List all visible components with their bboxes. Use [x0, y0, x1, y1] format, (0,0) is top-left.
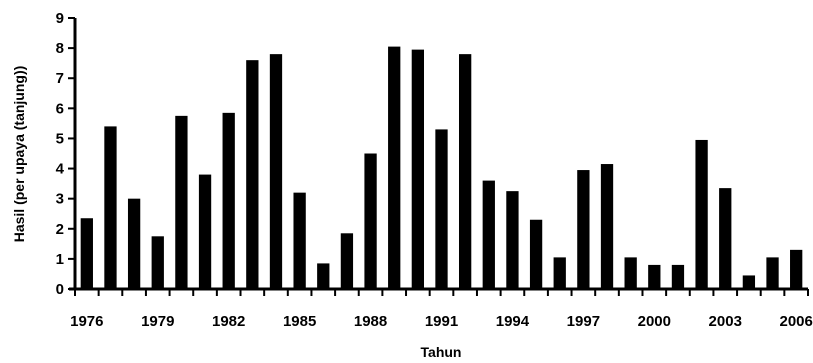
- x-tick-label: 2006: [779, 313, 812, 330]
- bar-2002: [695, 139, 708, 289]
- y-tick-label: 7: [56, 70, 64, 87]
- x-tick-label: 1979: [141, 313, 174, 330]
- y-axis: 0 1 2 3 4 5 6 7 8 9: [56, 10, 77, 298]
- bar-1995: [529, 219, 543, 289]
- bar-1999: [624, 257, 637, 289]
- bar-1996: [553, 257, 566, 289]
- bar-1984: [269, 54, 283, 290]
- bar-1977: [104, 126, 117, 290]
- bars: [80, 46, 803, 290]
- x-tick-label: 1982: [212, 313, 245, 330]
- bar-1986: [317, 263, 330, 289]
- bar-1976: [80, 218, 93, 289]
- y-tick-label: 8: [56, 40, 64, 57]
- x-tick-label: 1976: [70, 313, 103, 330]
- y-axis-title: Hasil (per upaya (tanjung)): [11, 66, 27, 243]
- bar-2004: [742, 275, 756, 289]
- bar-1988: [364, 153, 377, 289]
- bar-1998: [600, 164, 614, 289]
- x-axis-title: Tahun: [421, 344, 462, 360]
- x-tick-label: 1997: [567, 313, 600, 330]
- bar-1982: [222, 112, 235, 289]
- bar-1997: [577, 170, 590, 289]
- bar-1992: [458, 54, 472, 290]
- bar-1990: [411, 49, 425, 289]
- x-tick-label: 1988: [354, 313, 387, 330]
- bar-2006: [790, 249, 803, 289]
- bar-1994: [506, 191, 519, 289]
- y-tick-label: 2: [56, 221, 64, 238]
- bar-1985: [293, 192, 306, 289]
- x-tick-label: 1985: [283, 313, 316, 330]
- x-tick-label: 1994: [496, 313, 530, 330]
- bar-2003: [719, 188, 732, 289]
- y-tick-label: 4: [56, 161, 65, 178]
- bar-2005: [766, 257, 779, 289]
- y-tick-label: 9: [56, 10, 64, 27]
- y-tick-label: 6: [56, 100, 64, 117]
- bar-1991: [435, 129, 448, 289]
- bar-1980: [175, 115, 188, 289]
- y-tick-label: 3: [56, 191, 64, 208]
- bar-1989: [388, 46, 401, 289]
- x-axis: 1976 1979 1982 1985 1988 1991 1994 1997 2000 2003…: [69, 287, 813, 330]
- bar-2001: [671, 264, 685, 289]
- bar-1983: [246, 60, 259, 290]
- x-tick-label: 2003: [709, 313, 742, 330]
- bar-1981: [198, 174, 212, 289]
- y-tick-label: 0: [56, 281, 64, 298]
- y-tick-label: 1: [56, 251, 64, 268]
- x-tick-label: 2000: [638, 313, 671, 330]
- bar-1979: [151, 236, 164, 289]
- bar-1993: [482, 180, 495, 289]
- bar-1987: [340, 233, 354, 289]
- y-tick-label: 5: [56, 130, 64, 147]
- bar-1978: [127, 198, 141, 289]
- x-tick-label: 1991: [425, 313, 458, 330]
- bar-2000: [648, 264, 661, 289]
